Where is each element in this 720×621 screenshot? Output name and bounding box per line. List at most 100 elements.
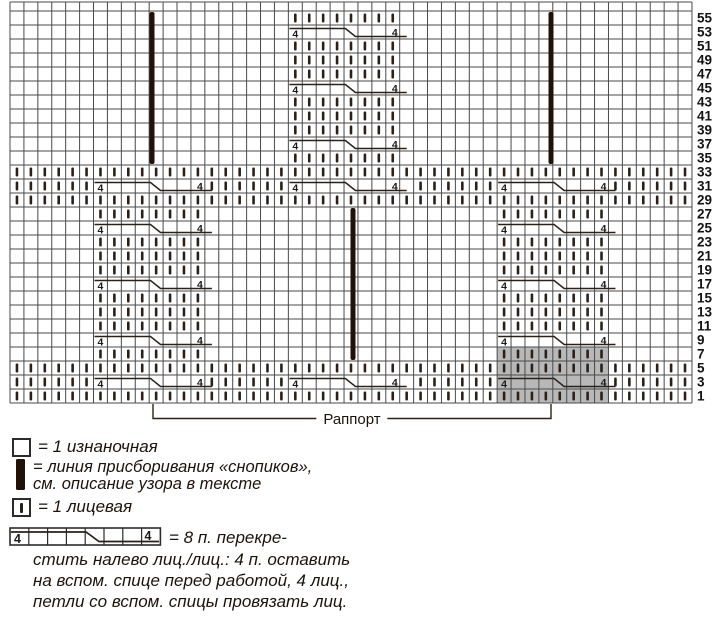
knit-stitch-mark <box>307 41 311 51</box>
knit-stitch-mark <box>182 167 186 177</box>
knit-stitch-mark <box>516 293 520 303</box>
knit-stitch-mark <box>71 391 74 401</box>
row-number: 45 <box>697 80 713 95</box>
knit-stitch-mark <box>530 265 534 275</box>
knit-stitch-mark <box>113 237 116 247</box>
knit-stitch-mark <box>516 307 520 317</box>
knit-stitch-mark <box>586 251 589 261</box>
knit-stitch-mark <box>43 181 47 191</box>
knit-stitch-mark <box>558 349 562 359</box>
knit-stitch-mark <box>307 111 311 121</box>
cable-left-4: 4 <box>501 336 507 348</box>
knit-symbol-square <box>12 498 31 517</box>
knit-stitch-mark <box>405 167 408 177</box>
knit-stitch-mark <box>266 377 269 387</box>
knit-stitch-mark <box>474 167 478 177</box>
knit-stitch-mark <box>544 265 548 275</box>
legend-cable-line1: = 8 п. перекре- <box>169 528 287 547</box>
knit-stitch-mark <box>154 209 158 219</box>
knit-stitch-mark <box>516 321 520 331</box>
knit-stitch-mark <box>572 293 575 303</box>
knit-stitch-mark <box>99 167 102 177</box>
legend-knit-label: = 1 лицевая <box>38 497 133 516</box>
knit-stitch-mark <box>321 69 325 79</box>
knit-stitch-mark <box>572 349 575 359</box>
knit-stitch-mark <box>154 167 158 177</box>
knit-stitch-mark <box>335 97 339 107</box>
knit-stitch-mark <box>307 153 311 163</box>
knit-stitch-mark <box>196 167 200 177</box>
knit-stitch-mark <box>85 167 88 177</box>
cable-right-4: 4 <box>392 27 398 39</box>
knit-stitch-mark <box>377 167 381 177</box>
cable-cross-symbol <box>289 181 407 192</box>
knit-stitch-mark <box>586 349 589 359</box>
knit-stitch-mark <box>43 363 47 373</box>
knit-stitch-mark <box>57 377 61 387</box>
knit-stitch-mark <box>349 55 353 65</box>
cable-cross-symbol <box>289 83 407 94</box>
knit-stitch-mark <box>488 363 492 373</box>
legend-cable-line3: на вспом. спице перед работой, 4 лиц., <box>33 571 349 590</box>
gather-line <box>350 208 356 360</box>
knit-stitch-mark <box>168 363 172 373</box>
knit-stitch-mark <box>558 391 562 401</box>
knit-stitch-mark <box>474 195 478 205</box>
knit-stitch-mark <box>683 167 687 177</box>
knit-stitch-mark <box>349 13 353 23</box>
knit-stitch-mark <box>558 265 562 275</box>
knit-stitch-mark <box>488 167 492 177</box>
knit-stitch-mark <box>307 125 311 135</box>
knit-stitch-mark <box>43 195 47 205</box>
knit-stitch-mark <box>572 265 575 275</box>
knit-stitch-mark <box>530 349 534 359</box>
knit-stitch-mark <box>641 167 645 177</box>
knit-stitch-mark <box>182 237 186 247</box>
cable-cross-symbol <box>498 223 616 234</box>
cable-cross-symbol <box>94 223 212 234</box>
knit-stitch-mark <box>405 363 408 373</box>
knit-stitch-mark <box>238 391 241 401</box>
knit-stitch-mark <box>210 181 214 191</box>
knit-stitch-mark <box>614 181 617 191</box>
knit-stitch-mark <box>349 69 353 79</box>
legend-gather-line1: = линия присборивания «снопиков», <box>33 458 313 476</box>
row-number: 23 <box>697 234 713 249</box>
legend-purl-label: = 1 изнаночная <box>38 437 158 456</box>
knit-stitch-mark <box>168 251 172 261</box>
row-number: 17 <box>697 276 712 291</box>
knit-stitch-mark <box>349 363 353 373</box>
knit-stitch-mark <box>182 349 186 359</box>
knit-stitch-mark <box>99 349 102 359</box>
knit-stitch-mark <box>544 167 548 177</box>
knit-stitch-mark <box>335 125 339 135</box>
knit-stitch-mark <box>127 349 130 359</box>
knit-stitch-mark <box>15 167 19 177</box>
knit-stitch-mark <box>586 265 589 275</box>
knit-stitch-mark <box>600 321 603 331</box>
cable-cross-symbol <box>498 279 616 290</box>
knit-stitch-mark <box>391 97 395 107</box>
knit-stitch-mark <box>447 167 450 177</box>
knit-stitch-mark <box>433 377 436 387</box>
cable-symbol-strip: 4 4 <box>9 527 162 546</box>
knit-stitch-mark <box>461 363 464 373</box>
knit-stitch-mark <box>363 167 367 177</box>
knit-stitch-mark <box>502 195 506 205</box>
knit-stitch-mark <box>321 41 325 51</box>
knit-stitch-mark <box>530 321 534 331</box>
knit-stitch-mark <box>266 195 269 205</box>
knit-stitch-mark <box>488 181 492 191</box>
knit-stitch-mark <box>182 265 186 275</box>
knit-stitch-mark <box>127 391 130 401</box>
knit-stitch-mark <box>516 237 520 247</box>
knit-stitch-mark <box>530 195 534 205</box>
knit-stitch-mark <box>377 195 381 205</box>
knit-stitch-mark <box>572 363 575 373</box>
row-number: 39 <box>697 122 712 137</box>
knit-stitch-mark <box>321 55 325 65</box>
knit-stitch-mark <box>544 293 548 303</box>
knit-stitch-mark <box>544 391 548 401</box>
knit-stitch-mark <box>377 69 381 79</box>
knit-stitch-mark <box>683 195 687 205</box>
